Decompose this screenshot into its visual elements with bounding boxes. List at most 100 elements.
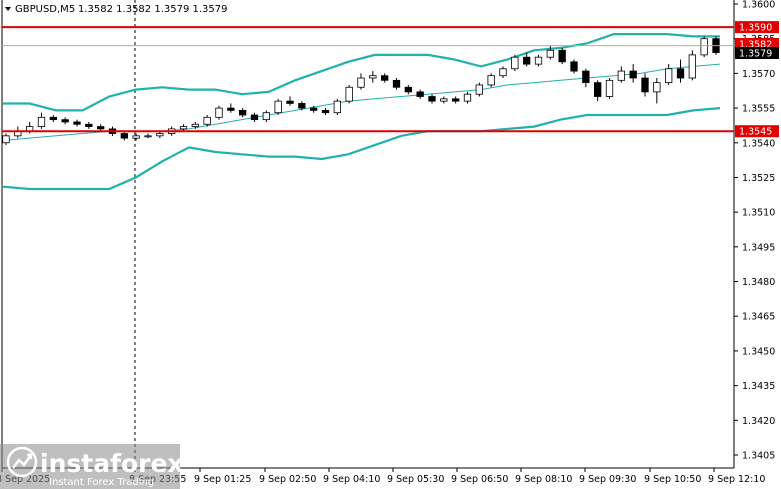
candle-body (49, 116, 57, 121)
candle (617, 66, 625, 83)
candle-body (73, 121, 81, 125)
time-tick-label: 9 Sep 10:50 (644, 474, 701, 485)
candle (534, 54, 543, 67)
candle-body (286, 100, 294, 104)
watermark-brand: instaforex (40, 449, 184, 478)
price-tick-label: 1.3405 (742, 451, 775, 462)
candle-body (676, 68, 685, 79)
watermark-tagline: Instant Forex Trading (49, 477, 154, 488)
candle (97, 124, 105, 132)
level-tag-label: 1.3545 (739, 127, 772, 138)
candle (250, 112, 259, 122)
instaforex-logo-icon (6, 446, 38, 478)
candle-body (511, 56, 519, 70)
candle (321, 108, 330, 116)
candle-body (333, 100, 341, 114)
candle-body (653, 82, 661, 93)
candle (61, 117, 69, 125)
candle-body (239, 109, 247, 116)
candle-body (85, 123, 93, 127)
candle (546, 45, 554, 60)
candle (179, 124, 188, 132)
candle (120, 131, 128, 141)
candle (381, 73, 389, 83)
candle (676, 59, 685, 83)
candle-body (558, 49, 566, 63)
candle-body (369, 75, 377, 79)
price-tick-label: 1.3525 (742, 173, 775, 184)
candle (570, 59, 578, 74)
candle (463, 91, 472, 104)
candle (594, 80, 602, 102)
price-tag (735, 47, 779, 59)
candle (73, 119, 81, 127)
candle-body (594, 82, 602, 97)
price-tick-label: 1.3540 (742, 138, 775, 149)
candle-body (97, 126, 105, 130)
time-tick-label: 9 Sep 04:10 (323, 474, 380, 485)
candle-body (570, 61, 578, 72)
candle (203, 115, 211, 127)
candle-body (641, 77, 649, 93)
bollinger-upper-line (3, 32, 720, 112)
candle-body (404, 86, 412, 93)
candle-body (274, 100, 282, 114)
candle (345, 84, 353, 104)
candle (85, 121, 93, 129)
candle (558, 47, 566, 65)
candle (37, 112, 46, 129)
candle (404, 84, 412, 95)
candles-series (2, 36, 720, 146)
time-tick-label: 9 Sep 05:30 (387, 474, 444, 485)
candle-body (546, 49, 554, 58)
price-tick-label: 1.3420 (742, 416, 775, 427)
candle-body (617, 70, 625, 81)
price-tick-label: 1.3510 (742, 208, 775, 219)
candle-body (392, 79, 401, 88)
candle-body (357, 77, 365, 88)
horizontal-levels (2, 26, 734, 133)
candle-body (428, 96, 436, 102)
price-tick-label: 1.3450 (742, 346, 775, 357)
candle (688, 50, 696, 81)
candle-body (203, 116, 211, 125)
symbol-header: GBPUSD,M5 1.3582 1.3582 1.3579 1.3579 (5, 4, 228, 15)
candle (629, 64, 637, 83)
candle-body (321, 109, 330, 114)
level-tag-label: 1.3590 (739, 23, 772, 34)
candle (227, 103, 235, 113)
candle (641, 73, 649, 97)
candle (428, 94, 436, 104)
candle-body (440, 98, 448, 102)
candle-body (262, 112, 270, 121)
candle (286, 96, 294, 106)
candle-body (132, 135, 140, 139)
candle (523, 52, 531, 67)
candle (452, 96, 460, 104)
price-tag-label: 1.3582 (739, 40, 772, 51)
candle-body (582, 70, 590, 84)
candle-body (250, 114, 259, 121)
candle (333, 98, 341, 116)
candle-body (381, 75, 389, 81)
price-tick-label: 1.3465 (742, 312, 775, 323)
candle (132, 133, 140, 141)
candle (665, 64, 673, 85)
time-tick-label: 9 Sep 02:50 (259, 474, 316, 485)
candle-body (523, 56, 531, 65)
candle (700, 36, 708, 58)
level-tag (735, 21, 779, 34)
candle-body (298, 103, 306, 109)
dropdown-triangle-icon[interactable] (5, 7, 11, 11)
ohlc-label: 1.3582 1.3582 1.3579 1.3579 (78, 4, 228, 15)
price-tick-label: 1.3495 (742, 242, 775, 253)
candle (298, 101, 306, 111)
price-tick-label: 1.3600 (742, 0, 775, 11)
candle-body (665, 68, 673, 84)
candle-body (310, 107, 318, 111)
candle (653, 78, 661, 104)
instaforex-watermark: instaforex Instant Forex Trading (0, 444, 184, 489)
candle-body (605, 79, 614, 97)
